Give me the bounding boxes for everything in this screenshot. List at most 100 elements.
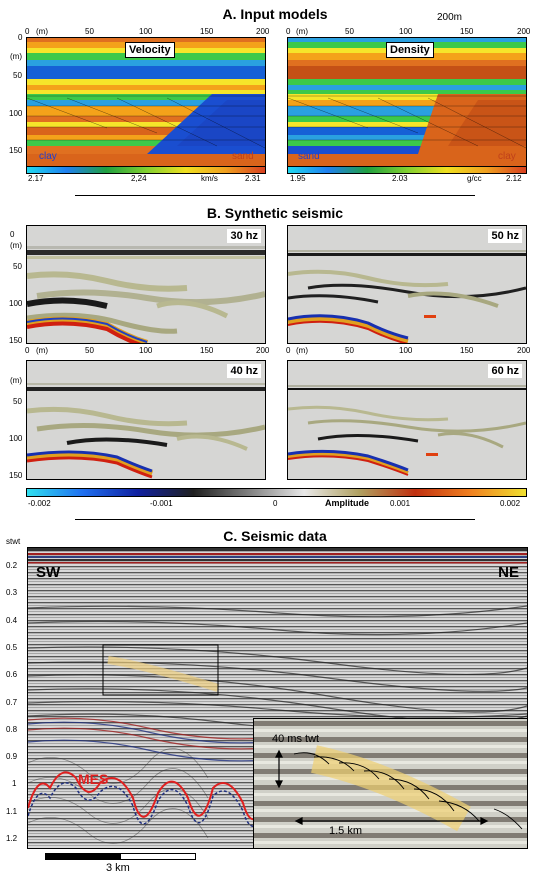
section-c-title: C. Seismic data xyxy=(223,528,327,544)
y-tick-b2-100: 100 xyxy=(9,434,23,443)
x-tick-a2-200: 200 xyxy=(517,27,531,36)
velocity-cbar-min: 2.17 xyxy=(28,174,44,183)
density-left-lith: sand xyxy=(298,151,320,162)
label-30hz: 30 hz xyxy=(227,229,261,243)
velocity-left-lith: clay xyxy=(39,151,57,162)
twt-tick: 0.8 xyxy=(6,724,18,734)
velocity-cbar-max: 2.31 xyxy=(245,174,261,183)
y-tick-b2-50: 50 xyxy=(13,397,22,406)
x-tick-b-0: 0 xyxy=(25,346,30,355)
panel-50hz-svg xyxy=(288,226,526,343)
y-tick-a1-0: 0 xyxy=(18,33,23,42)
panel-40hz-svg xyxy=(27,361,265,479)
inset-svg xyxy=(254,719,527,848)
x-tick-b-100: 100 xyxy=(139,346,153,355)
amp-tick-1: -0.001 xyxy=(150,499,173,508)
x-tick-a1-0: 0 xyxy=(25,27,30,36)
x-tick-b2-50: 50 xyxy=(345,346,354,355)
x-tick-b2-150: 150 xyxy=(460,346,474,355)
density-model-svg xyxy=(288,38,526,166)
velocity-right-lith: sand xyxy=(232,151,254,162)
stwt-label: stwt xyxy=(6,537,21,546)
twt-tick: 1 xyxy=(12,779,17,789)
x-unit-b1: (m) xyxy=(36,346,48,355)
density-cbar-mid: 2.03 xyxy=(392,174,408,183)
y-tick-b2-150: 150 xyxy=(9,471,23,480)
twt-tick: 0.6 xyxy=(6,670,18,680)
x-tick-b2-200: 200 xyxy=(517,346,531,355)
twt-tick: 1.1 xyxy=(6,806,18,816)
inset-zoom: 40 ms twt 1.5 km xyxy=(253,718,527,848)
divider-a xyxy=(75,195,475,196)
amplitude-colorbar xyxy=(26,488,527,497)
x-unit-a2: (m) xyxy=(296,27,308,36)
amp-tick-3: 0.001 xyxy=(390,499,411,508)
x-tick-a1-50: 50 xyxy=(85,27,94,36)
twt-tick: 0.7 xyxy=(6,697,18,707)
x-tick-b-50: 50 xyxy=(85,346,94,355)
velocity-cbar-unit: km/s xyxy=(201,174,218,183)
x-tick-a2-100: 100 xyxy=(399,27,413,36)
panel-40hz: 40 hz xyxy=(26,360,266,480)
velocity-model: Velocity clay sand xyxy=(26,37,266,167)
y-tick-a1-100: 100 xyxy=(9,109,23,118)
x-unit-b2: (m) xyxy=(296,346,308,355)
amp-tick-4: 0.002 xyxy=(500,499,521,508)
scalebar-black xyxy=(45,853,120,860)
panel-30hz: 30 hz xyxy=(26,225,266,344)
twt-tick: 0.2 xyxy=(6,561,18,570)
panel-60hz: 60 hz xyxy=(287,360,527,480)
scalebar-label: 3 km xyxy=(106,862,130,874)
y-unit-b2: (m) xyxy=(10,376,22,385)
inset-vertical-label: 40 ms twt xyxy=(272,733,320,745)
twt-tick: 1.2 xyxy=(6,834,18,843)
y-unit-a1: (m) xyxy=(10,52,22,61)
ne-label: NE xyxy=(498,564,519,581)
y-tick-b1-0: 0 xyxy=(10,230,15,239)
panel-30hz-svg xyxy=(27,226,265,343)
velocity-cbar-mid: 2,24 xyxy=(131,174,147,183)
seismic-section: SW NE MES xyxy=(27,547,528,849)
density-right-lith: clay xyxy=(498,151,516,162)
amp-label: Amplitude xyxy=(325,498,369,508)
x-tick-a1-100: 100 xyxy=(139,27,153,36)
label-60hz: 60 hz xyxy=(488,364,522,378)
density-model: Density sand clay xyxy=(287,37,527,167)
scalebar-white xyxy=(120,853,196,860)
twt-tick: 0.4 xyxy=(6,615,18,625)
density-cbar-unit: g/cc xyxy=(467,174,482,183)
x-tick-a1-200: 200 xyxy=(256,27,270,36)
x-tick-b2-0: 0 xyxy=(286,346,291,355)
sw-label: SW xyxy=(36,564,61,581)
x-tick-a2-50: 50 xyxy=(345,27,354,36)
divider-b xyxy=(75,519,475,520)
twt-tick: 0.9 xyxy=(6,752,18,762)
y-tick-a1-50: 50 xyxy=(13,71,22,80)
x-tick-a1-150: 150 xyxy=(200,27,214,36)
x-tick-b-200: 200 xyxy=(256,346,270,355)
twt-tick: 0.5 xyxy=(6,642,18,652)
amp-tick-2: 0 xyxy=(273,499,278,508)
velocity-colorbar xyxy=(26,166,266,174)
x-tick-b-150: 150 xyxy=(200,346,214,355)
x-tick-b2-100: 100 xyxy=(399,346,413,355)
x-tick-a2-150: 150 xyxy=(460,27,474,36)
density-title: Density xyxy=(386,42,434,58)
twt-tick: 0.3 xyxy=(6,588,18,598)
y-tick-b1-100: 100 xyxy=(9,299,23,308)
y-tick-b1-150: 150 xyxy=(9,336,23,345)
y-tick-b1-50: 50 xyxy=(13,262,22,271)
panel-50hz: 50 hz xyxy=(287,225,527,344)
x-tick-a2-0: 0 xyxy=(286,27,291,36)
y-tick-a1-150: 150 xyxy=(9,146,23,155)
scale-label: 200m xyxy=(437,12,463,23)
label-40hz: 40 hz xyxy=(227,364,261,378)
panel-60hz-svg xyxy=(288,361,526,479)
density-colorbar xyxy=(287,166,527,174)
velocity-title: Velocity xyxy=(125,42,175,58)
section-b-title: B. Synthetic seismic xyxy=(206,205,344,221)
density-cbar-max: 2.12 xyxy=(506,174,522,183)
density-cbar-min: 1.95 xyxy=(290,174,306,183)
velocity-model-svg xyxy=(27,38,265,166)
label-50hz: 50 hz xyxy=(488,229,522,243)
